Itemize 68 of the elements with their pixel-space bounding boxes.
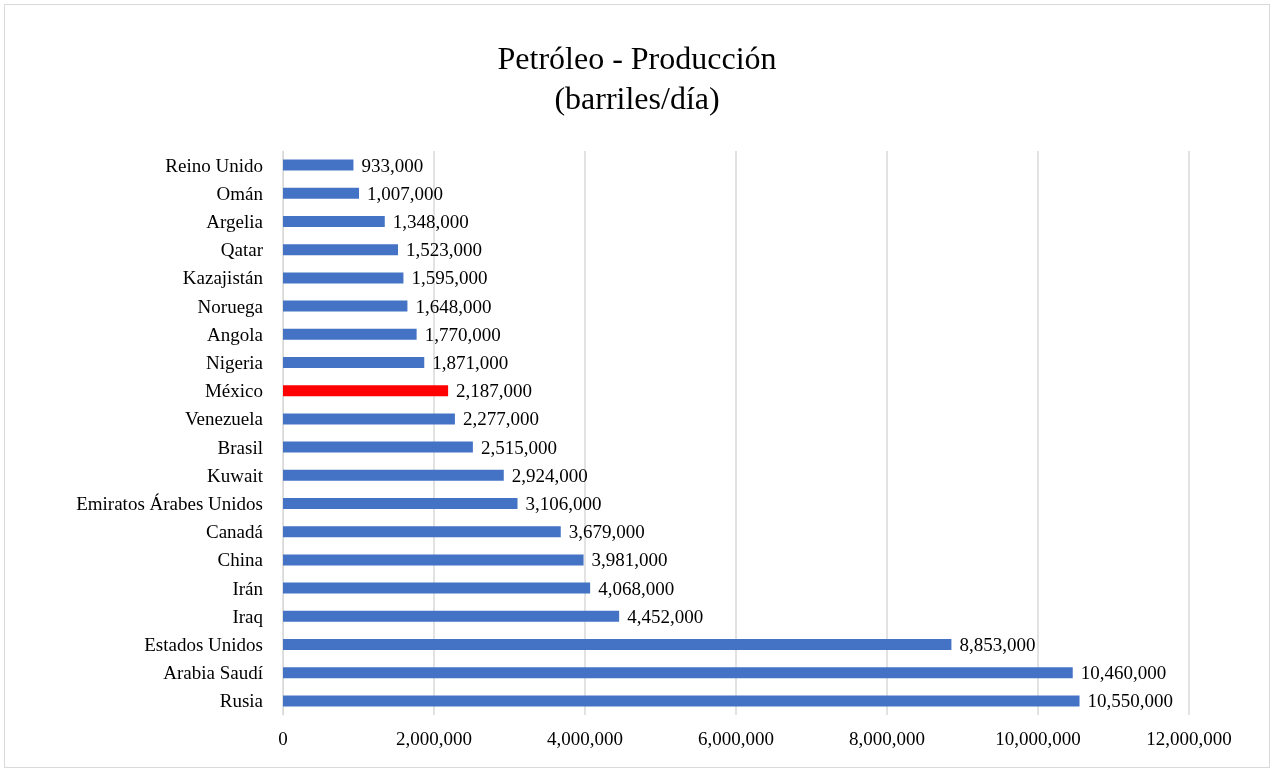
bar (283, 441, 473, 453)
bar (283, 639, 952, 650)
bar (283, 695, 1080, 707)
bar (283, 413, 455, 425)
data-label: 1,007,000 (367, 182, 444, 204)
bar (283, 159, 354, 171)
y-tick-label: China (217, 549, 264, 571)
bar (283, 244, 398, 256)
data-label: 1,595,000 (411, 267, 488, 289)
data-label: 3,679,000 (568, 521, 645, 543)
bar (283, 554, 584, 566)
data-label: 2,924,000 (511, 464, 588, 486)
y-tick-label: Brasil (217, 436, 263, 458)
data-label: 10,550,000 (1087, 690, 1174, 712)
x-tick-label: 2,000,000 (396, 728, 472, 749)
bar (283, 272, 404, 284)
data-label: 2,277,000 (462, 408, 539, 430)
x-tick-label: 0 (278, 728, 288, 749)
x-tick-label: 8,000,000 (849, 728, 925, 749)
y-tick-label: Venezuela (184, 408, 264, 430)
x-tick-label: 12,000,000 (1146, 728, 1232, 749)
bar (283, 526, 561, 538)
x-tick-label: 4,000,000 (547, 728, 623, 749)
bar (283, 667, 1073, 679)
data-label: 1,770,000 (424, 323, 501, 345)
data-label: 933,000 (361, 154, 424, 176)
chart-title: Petróleo - Producción (barriles/día) (497, 40, 777, 116)
y-tick-label: Omán (216, 182, 264, 204)
bar (283, 357, 425, 368)
data-label: 1,348,000 (392, 211, 469, 232)
y-tick-label: Arabia Saudí (163, 662, 264, 684)
y-tick-label: Reino Unido (165, 154, 263, 176)
data-label: 10,460,000 (1080, 662, 1167, 684)
y-tick-label: Estados Unidos (144, 634, 263, 655)
x-tick-label: 6,000,000 (698, 728, 774, 749)
data-label: 3,106,000 (525, 493, 602, 514)
bar (283, 469, 504, 481)
data-label: 4,068,000 (598, 577, 675, 599)
y-tick-label: Angola (207, 323, 264, 345)
bar (283, 187, 360, 199)
data-label: 1,871,000 (432, 352, 509, 373)
data-label: 8,853,000 (959, 634, 1036, 655)
y-tick-label: Canadá (206, 521, 264, 543)
y-tick-label: Nigeria (206, 352, 264, 373)
y-tick-label: Noruega (197, 295, 264, 317)
bar (283, 582, 591, 594)
x-tick-label: 10,000,000 (995, 728, 1081, 749)
bar (283, 300, 408, 312)
data-label: 2,187,000 (456, 380, 533, 402)
data-label: 3,981,000 (591, 549, 668, 571)
y-tick-label: Kazajistán (182, 267, 264, 289)
data-label: 1,648,000 (415, 295, 492, 317)
bar (283, 610, 620, 622)
y-tick-label: Emiratos Árabes Unidos (76, 493, 263, 514)
y-tick-label: Qatar (220, 239, 264, 261)
y-tick-label: Kuwait (207, 464, 264, 486)
y-tick-label: México (204, 380, 263, 402)
y-tick-label: Irán (232, 577, 264, 599)
y-tick-label: Iraq (232, 605, 264, 627)
data-label: 1,523,000 (405, 239, 482, 261)
bar (283, 216, 385, 227)
data-label: 4,452,000 (627, 605, 704, 627)
y-tick-label: Rusia (219, 690, 264, 712)
data-label: 2,515,000 (480, 436, 557, 458)
y-tick-label: Argelia (206, 211, 264, 232)
bar (283, 385, 449, 397)
bar (283, 328, 417, 340)
bar (283, 498, 518, 509)
